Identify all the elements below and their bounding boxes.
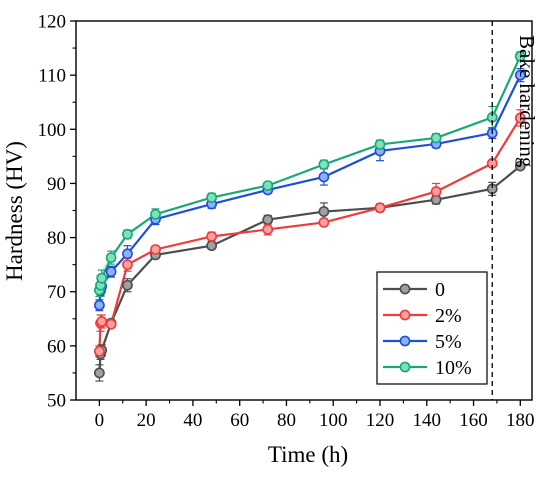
y-tick-label: 120 — [38, 12, 67, 33]
data-point — [105, 318, 117, 330]
legend-swatch-marker — [399, 361, 411, 373]
legend-swatch-marker — [399, 283, 411, 295]
legend-label: 2% — [435, 305, 462, 327]
data-point — [430, 186, 442, 197]
data-point — [105, 266, 117, 278]
data-point — [318, 217, 330, 228]
data-point — [96, 316, 108, 327]
x-tick-label: 60 — [230, 410, 249, 431]
data-point — [206, 240, 218, 252]
series-markers — [93, 50, 526, 379]
series-line — [98, 74, 522, 306]
y-tick-label: 90 — [47, 174, 66, 195]
data-point — [93, 367, 105, 379]
legend-label: 0 — [435, 279, 445, 301]
data-point — [122, 248, 133, 260]
series-line — [98, 55, 522, 291]
data-point — [514, 160, 526, 172]
data-point — [262, 214, 274, 226]
x-tick-label: 20 — [137, 410, 156, 431]
y-tick-label: 70 — [47, 282, 66, 303]
legend: 0 2% 5% 10% — [376, 271, 488, 385]
x-tick-label: 0 — [95, 410, 105, 431]
data-point — [514, 112, 526, 124]
data-point — [430, 132, 442, 144]
data-point — [262, 180, 274, 191]
data-point — [150, 208, 161, 220]
data-point — [318, 159, 330, 170]
legend-swatch-marker — [399, 309, 411, 321]
bake-hardening-label: Bake hardening — [515, 35, 539, 168]
data-point — [93, 299, 105, 311]
data-point — [318, 206, 330, 217]
data-point — [514, 50, 526, 62]
data-point — [374, 139, 386, 150]
x-tick-label: 100 — [319, 410, 348, 431]
y-tick-label: 50 — [47, 391, 66, 412]
y-tick-label: 100 — [38, 120, 67, 141]
data-point — [374, 202, 386, 214]
data-point — [206, 231, 218, 242]
x-axis-title: Time (h) — [268, 442, 348, 467]
x-tick-label: 120 — [366, 410, 395, 431]
legend-swatch-marker — [399, 335, 411, 347]
data-point — [262, 224, 274, 235]
data-point — [318, 171, 330, 183]
data-point — [150, 244, 161, 255]
y-tick-label: 110 — [38, 66, 66, 87]
y-tick-label: 80 — [47, 228, 66, 249]
data-point — [96, 272, 108, 284]
legend-label: 10% — [435, 357, 472, 379]
y-axis-title: Hardness (HV) — [2, 141, 27, 281]
y-tick-label: 60 — [47, 336, 66, 357]
legend-label: 5% — [435, 331, 462, 353]
x-tick-label: 140 — [413, 410, 442, 431]
data-point — [122, 259, 133, 271]
data-point — [122, 228, 133, 240]
data-point — [105, 252, 117, 264]
x-tick-label: 80 — [277, 410, 296, 431]
data-point — [514, 69, 526, 81]
data-point — [206, 192, 218, 203]
data-point — [122, 279, 133, 291]
axis-ticks: 0 20 40 60 80 100 120 140 160 180 50 60 70 80 90 100 110… — [38, 12, 535, 432]
x-tick-label: 160 — [459, 410, 488, 431]
x-tick-label: 180 — [506, 410, 535, 431]
x-tick-label: 40 — [183, 410, 202, 431]
legend-box — [376, 271, 488, 385]
data-point — [93, 345, 105, 357]
